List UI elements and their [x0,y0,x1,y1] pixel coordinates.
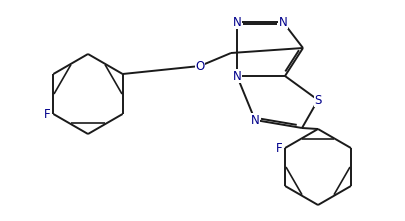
Text: S: S [313,93,321,107]
Text: N: N [250,114,259,126]
Text: N: N [232,69,241,82]
Text: O: O [195,59,204,72]
Text: N: N [232,15,241,29]
Text: N: N [278,15,287,29]
Text: F: F [275,141,282,154]
Text: F: F [44,107,51,120]
